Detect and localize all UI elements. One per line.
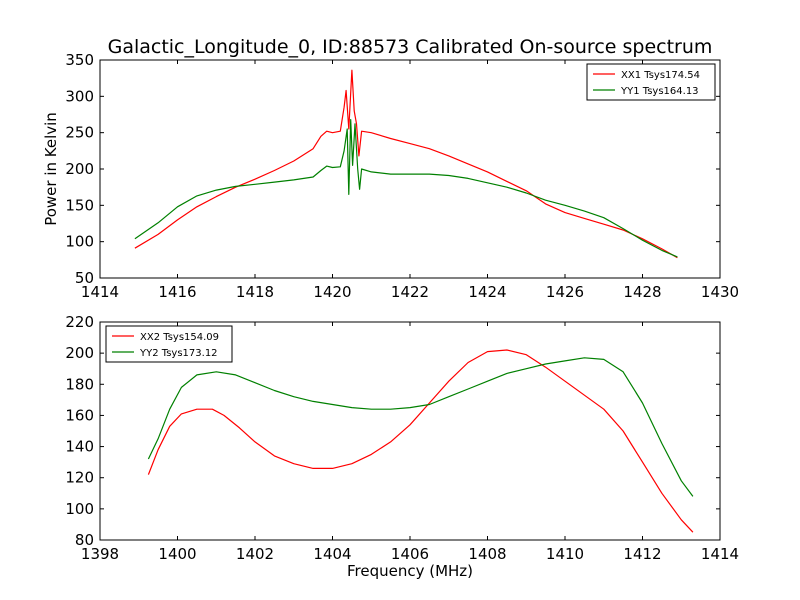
legend-box	[105, 325, 233, 363]
x-tick-label: 1422	[391, 283, 429, 301]
series-line-xx	[134, 69, 678, 259]
y-tick-label: 50	[75, 269, 94, 287]
legend: XX2 Tsys154.09 YY2 Tsys173.12	[105, 325, 233, 363]
y-tick-label: 350	[65, 51, 94, 69]
series-line-yy	[134, 119, 678, 258]
y-axis-label: Power in Kelvin	[42, 112, 60, 226]
y-tick-label: 300	[65, 87, 94, 105]
x-tick-label: 1408	[468, 545, 506, 563]
top-panel: 1414 1416 1418 1420 1422 1424 1426 1428 1430 50 10…	[42, 51, 739, 301]
x-tick-label: 1410	[546, 545, 584, 563]
chart-title: Galactic_Longitude_0, ID:88573 Calibrate…	[108, 36, 713, 58]
y-tick-label: 150	[65, 196, 94, 214]
x-tick-label: 1418	[236, 283, 274, 301]
x-tick-label: 1416	[158, 283, 196, 301]
y-tick-label: 250	[65, 124, 94, 142]
x-tick-label: 1420	[313, 283, 351, 301]
x-tick-label: 1430	[701, 283, 739, 301]
legend: XX1 Tsys174.54 YY1 Tsys164.13	[586, 63, 716, 101]
x-axis-label: Frequency (MHz)	[347, 562, 473, 580]
x-tick-label: 1414	[81, 283, 119, 301]
bottom-panel: 1398 1400 1402 1404 1406 1408 1410 1412 1414 80 10…	[65, 313, 739, 580]
x-tick-label: 1402	[236, 545, 274, 563]
x-tick-label: 1404	[313, 545, 351, 563]
x-tick-label: 1398	[81, 545, 119, 563]
y-tick-label: 200	[65, 344, 94, 362]
x-tick-label: 1414	[701, 545, 739, 563]
y-tick-label: 180	[65, 375, 94, 393]
series-line-xx	[147, 349, 694, 533]
legend-entry: XX2 Tsys154.09	[140, 332, 219, 343]
y-tick-label: 200	[65, 160, 94, 178]
y-tick-label: 100	[65, 500, 94, 518]
legend-entry: YY1 Tsys164.13	[620, 86, 699, 97]
legend-entry: YY2 Tsys173.12	[139, 348, 218, 359]
legend-box	[586, 63, 716, 101]
y-tick-label: 80	[75, 531, 94, 549]
x-tick-label: 1400	[158, 545, 196, 563]
y-tick-label: 220	[65, 313, 94, 331]
legend-entry: XX1 Tsys174.54	[621, 70, 700, 81]
y-tick-label: 100	[65, 233, 94, 251]
x-tick-label: 1426	[546, 283, 584, 301]
y-tick-label: 160	[65, 406, 94, 424]
y-tick-label: 140	[65, 438, 94, 456]
x-tick-label: 1428	[623, 283, 661, 301]
y-tick-label: 120	[65, 469, 94, 487]
x-tick-label: 1424	[468, 283, 506, 301]
x-tick-label: 1412	[623, 545, 661, 563]
series-line-yy	[147, 357, 694, 497]
x-tick-label: 1406	[391, 545, 429, 563]
